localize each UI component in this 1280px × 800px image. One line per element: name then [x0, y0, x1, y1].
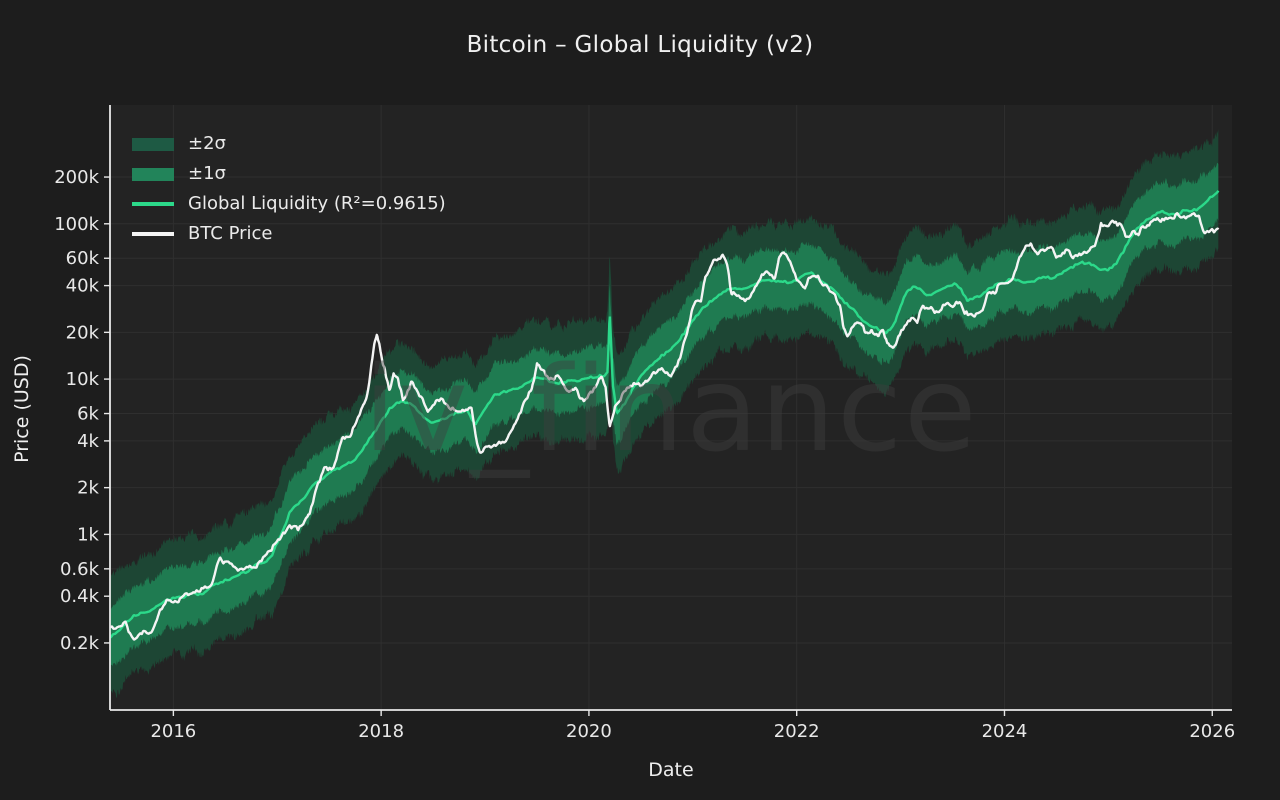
- x-tick-label: 2018: [358, 721, 404, 742]
- btc-price-line-swatch: [132, 232, 174, 236]
- y-tick-label: 2k: [77, 478, 99, 499]
- legend: ±2σ ±1σ Global Liquidity (R²=0.9615) BTC…: [132, 129, 446, 249]
- legend-label-2sigma: ±2σ: [188, 133, 226, 154]
- y-tick-label: 6k: [77, 404, 99, 425]
- x-tick-label: 2020: [566, 721, 612, 742]
- legend-item-2sigma: ±2σ: [132, 129, 446, 159]
- tick-marks: [104, 176, 1213, 716]
- chart-title: Bitcoin – Global Liquidity (v2): [466, 32, 814, 58]
- x-tick-label: 2024: [982, 721, 1028, 742]
- legend-label-1sigma: ±1σ: [188, 163, 226, 184]
- y-tick-label: 20k: [66, 322, 100, 343]
- series-group: [110, 128, 1220, 698]
- y-tick-label: 4k: [77, 431, 99, 452]
- x-axis-label: Date: [648, 759, 694, 781]
- x-tick-label: 2016: [150, 721, 196, 742]
- y-tick-label: 200k: [54, 167, 99, 188]
- y-tick-label: 0.4k: [60, 586, 100, 607]
- y-tick-label: 10k: [66, 369, 100, 390]
- legend-label-btc-price: BTC Price: [188, 223, 273, 244]
- global-liquidity-line: [110, 190, 1220, 639]
- y-tick-label: 40k: [66, 276, 100, 297]
- btc-price-line: [110, 212, 1220, 641]
- y-tick-label: 100k: [54, 214, 99, 235]
- y-tick-label: 0.6k: [60, 559, 100, 580]
- y-tick-label: 60k: [66, 248, 100, 269]
- axes-spines: [109, 105, 1232, 711]
- y-tick-label: 0.2k: [60, 633, 100, 654]
- tick-labels: 0.2k 0.4k 0.6k 1k 2k 4k 6k 10k 20k 40k 60k 100k 200k…: [54, 167, 1235, 742]
- y-axis-label: Price (USD): [11, 355, 33, 463]
- x-tick-label: 2022: [774, 721, 820, 742]
- legend-item-global-liquidity: Global Liquidity (R²=0.9615): [132, 189, 446, 219]
- global-liquidity-line-swatch: [132, 202, 174, 206]
- band-1sigma-swatch: [132, 167, 174, 181]
- legend-item-btc-price: BTC Price: [132, 219, 446, 249]
- legend-label-global-liquidity: Global Liquidity (R²=0.9615): [188, 193, 446, 214]
- y-tick-label: 1k: [77, 524, 99, 545]
- legend-item-1sigma: ±1σ: [132, 159, 446, 189]
- band-2sigma-swatch: [132, 137, 174, 151]
- x-tick-label: 2026: [1189, 721, 1235, 742]
